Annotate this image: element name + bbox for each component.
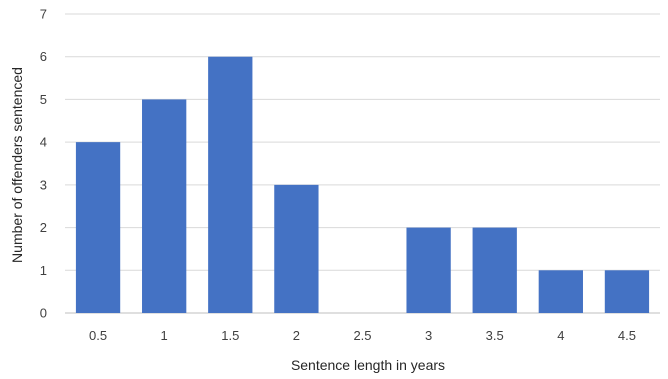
x-tick-label: 3.5: [486, 328, 504, 343]
x-tick-label: 1: [161, 328, 168, 343]
x-tick-label: 4.5: [618, 328, 636, 343]
bar: [75, 142, 121, 313]
x-tick-label: 1.5: [221, 328, 239, 343]
bar: [604, 270, 650, 313]
x-tick-label: 2: [293, 328, 300, 343]
x-axis-title: Sentence length in years: [291, 357, 445, 373]
y-tick-label: 3: [40, 177, 47, 192]
y-axis-tick-labels: 0 1 2 3 4 5 6 7: [40, 7, 47, 321]
y-tick-label: 2: [40, 220, 47, 235]
y-tick-label: 4: [40, 135, 47, 150]
bar: [538, 270, 583, 313]
y-tick-label: 0: [40, 306, 47, 321]
y-axis-title: Number of offenders sentenced: [9, 67, 25, 263]
bar: [208, 56, 253, 313]
y-tick-label: 7: [40, 7, 47, 22]
bar: [142, 99, 187, 313]
x-tick-label: 2.5: [353, 328, 371, 343]
y-tick-label: 1: [40, 263, 47, 278]
bar: [472, 227, 517, 313]
x-tick-label: 4: [557, 328, 564, 343]
x-tick-label: 0.5: [89, 328, 107, 343]
bar: [406, 227, 451, 313]
bar: [274, 184, 319, 313]
bars: [75, 56, 650, 313]
y-tick-label: 5: [40, 92, 47, 107]
x-axis-tick-labels: 0.5 1 1.5 2 2.5 3 3.5 4 4.5: [89, 328, 636, 343]
y-tick-label: 6: [40, 49, 47, 64]
x-tick-label: 3: [425, 328, 432, 343]
